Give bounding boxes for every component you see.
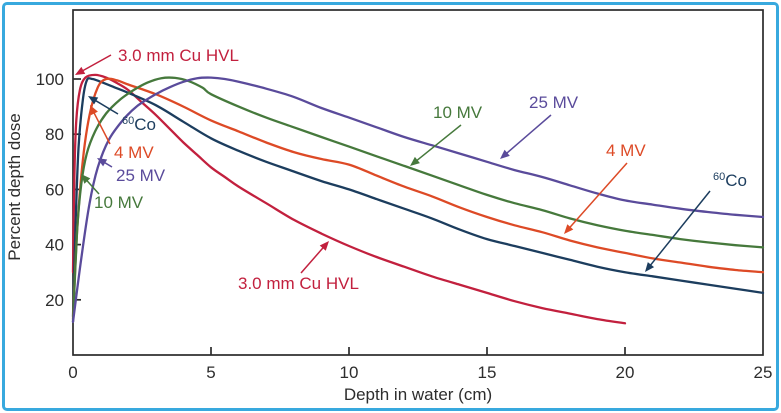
curve-25-mv xyxy=(71,76,765,324)
annotation-arrow-4mv-left xyxy=(91,109,111,145)
curve-60co xyxy=(71,77,765,318)
annotation-label-cu-hvl-top: 3.0 mm Cu HVL xyxy=(118,46,239,65)
y-tick-label: 100 xyxy=(36,70,64,89)
annotation-label-10mv-left: 10 MV xyxy=(94,193,144,212)
annotation-arrowhead-co60-left xyxy=(88,96,99,105)
annotation-arrowhead-co60-right xyxy=(645,262,655,272)
curve-10-mv xyxy=(71,76,765,324)
annotation-arrow-cu-hvl-mid xyxy=(300,244,326,274)
plot-area: 0 5 10 15 20 25 20 40 60 80 100 3.0 mm Cu HVL 60Co 4 … xyxy=(36,9,773,382)
y-tick-label: 60 xyxy=(45,180,64,199)
annotation-arrowhead-25mv-right xyxy=(500,149,510,159)
annotation-label-co60-left: 60Co xyxy=(122,115,156,134)
annotation-label-25mv-right: 25 MV xyxy=(529,93,579,112)
x-tick-label: 25 xyxy=(754,363,773,382)
y-tick-label: 20 xyxy=(45,291,64,310)
annotation-arrowhead-25mv-left xyxy=(97,158,108,167)
annotation-label-4mv-left: 4 MV xyxy=(114,143,154,162)
annotation-arrow-co60-left xyxy=(92,98,119,115)
annotation-label-cu-hvl-mid: 3.0 mm Cu HVL xyxy=(238,274,359,293)
annotation-arrowhead-4mv-right xyxy=(564,224,574,234)
annotation-arrowhead-10mv-right xyxy=(410,156,420,166)
annotation-arrowhead-cu-hvl-top xyxy=(75,66,86,75)
annotation-label-25mv-left: 25 MV xyxy=(116,166,166,185)
annotation-label-10mv-right: 10 MV xyxy=(433,103,483,122)
x-tick-label: 0 xyxy=(68,363,77,382)
x-tick-label: 20 xyxy=(616,363,635,382)
annotation-arrow-4mv-right xyxy=(567,162,628,231)
annotation-arrowhead-10mv-left xyxy=(81,174,91,184)
y-axis-title: Percent depth dose xyxy=(5,113,24,260)
curve-4-mv xyxy=(71,77,765,321)
plot-box xyxy=(72,9,764,356)
x-tick-label: 5 xyxy=(206,363,215,382)
y-tick-label: 80 xyxy=(45,125,64,144)
annotation-arrow-cu-hvl-top xyxy=(79,54,112,73)
annotation-arrowhead-4mv-left xyxy=(90,105,98,116)
x-tick-label: 15 xyxy=(478,363,497,382)
annotation-arrowhead-cu-hvl-mid xyxy=(319,241,329,251)
x-axis-title: Depth in water (cm) xyxy=(344,385,492,404)
annotation-arrow-25mv-right xyxy=(503,114,552,156)
y-tick-label: 40 xyxy=(45,236,64,255)
annotation-arrow-co60-right xyxy=(647,190,711,269)
annotation-label-co60-right: 60Co xyxy=(713,171,747,190)
annotation-arrow-10mv-right xyxy=(413,124,462,164)
curve-3-0-mm-cu-hvl xyxy=(71,73,627,325)
annotation-label-4mv-right: 4 MV xyxy=(606,141,646,160)
x-tick-label: 10 xyxy=(340,363,359,382)
